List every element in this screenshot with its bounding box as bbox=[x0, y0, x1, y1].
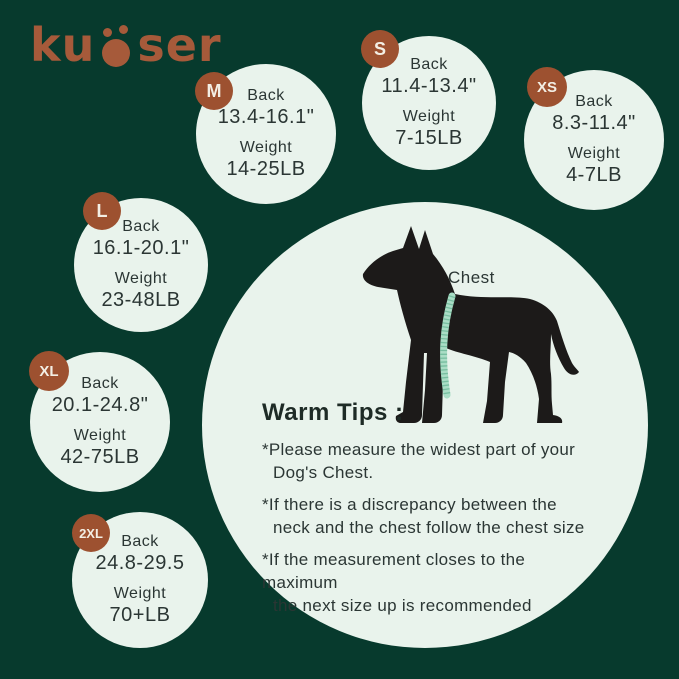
back-range: 16.1-20.1" bbox=[92, 237, 190, 259]
back-range: 11.4-13.4" bbox=[381, 75, 477, 97]
weight-label: Weight bbox=[113, 585, 167, 602]
size-badge-l: L bbox=[83, 192, 121, 230]
weight-label: Weight bbox=[73, 427, 127, 444]
weight-label: Weight bbox=[239, 139, 293, 156]
size-badge-2xl: 2XL bbox=[72, 514, 110, 552]
back-label: Back bbox=[247, 87, 285, 104]
size-badge-m: M bbox=[195, 72, 233, 110]
tip-item: *If there is a discrepancy between the n… bbox=[262, 493, 602, 539]
weight-label: Weight bbox=[114, 270, 168, 287]
size-badge-s: S bbox=[361, 30, 399, 68]
weight-range: 4-7LB bbox=[566, 164, 622, 186]
chest-label: Chest bbox=[448, 268, 495, 287]
weight-range: 14-25LB bbox=[226, 158, 306, 180]
paw-icon bbox=[97, 20, 135, 68]
back-range: 24.8-29.5 bbox=[95, 552, 185, 574]
tip-line: neck and the chest follow the chest size bbox=[273, 518, 585, 537]
back-label: Back bbox=[410, 56, 448, 73]
weight-label: Weight bbox=[567, 145, 621, 162]
tip-item: *If the measurement closes to the maximu… bbox=[262, 548, 602, 617]
back-range: 13.4-16.1" bbox=[217, 106, 315, 128]
tip-line: Dog's Chest. bbox=[273, 463, 374, 482]
weight-range: 7-15LB bbox=[395, 127, 463, 149]
size-badge-xl: XL bbox=[29, 351, 69, 391]
weight-range: 70+LB bbox=[109, 604, 171, 626]
logo-text-right: ser bbox=[137, 18, 222, 72]
back-label: Back bbox=[81, 375, 119, 392]
back-label: Back bbox=[575, 93, 613, 110]
warm-tips-section: Warm Tips : *Please measure the widest p… bbox=[262, 399, 602, 626]
tip-line: *If the measurement closes to the maximu… bbox=[262, 550, 526, 592]
dog-silhouette bbox=[362, 226, 579, 423]
weight-range: 23-48LB bbox=[101, 289, 181, 311]
back-label: Back bbox=[122, 218, 160, 235]
back-range: 20.1-24.8" bbox=[51, 394, 149, 416]
weight-range: 42-75LB bbox=[60, 446, 140, 468]
size-circle-s: Back 11.4-13.4" Weight 7-15LB bbox=[362, 36, 496, 170]
back-label: Back bbox=[121, 533, 159, 550]
tip-item: *Please measure the widest part of your … bbox=[262, 438, 602, 484]
warm-tips-title: Warm Tips : bbox=[262, 399, 404, 426]
back-range: 8.3-11.4" bbox=[552, 112, 636, 134]
size-circle-xl: Back 20.1-24.8" Weight 42-75LB bbox=[30, 352, 170, 492]
kuoser-logo: ku ser bbox=[30, 20, 222, 68]
tip-line: *Please measure the widest part of your bbox=[262, 440, 576, 459]
tip-line: *If there is a discrepancy between the bbox=[262, 495, 557, 514]
logo-text-left: ku bbox=[30, 18, 96, 72]
weight-label: Weight bbox=[402, 108, 456, 125]
warm-tips-list: *Please measure the widest part of your … bbox=[262, 438, 602, 617]
measuring-tape bbox=[440, 292, 456, 399]
tip-line: the next size up is recommended bbox=[273, 596, 532, 615]
size-badge-xs: XS bbox=[527, 67, 567, 107]
